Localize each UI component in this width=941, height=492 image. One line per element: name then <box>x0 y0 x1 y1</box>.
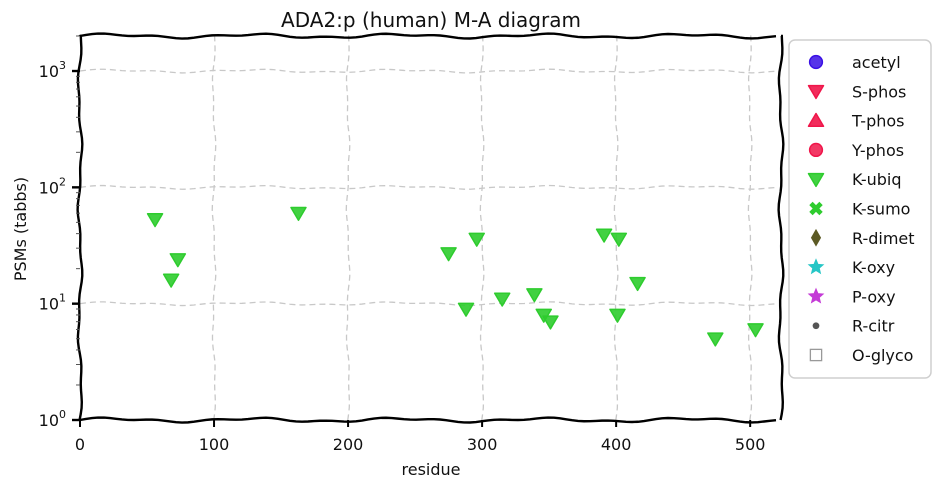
y-tick-label: 102 <box>39 175 66 197</box>
data-points <box>146 206 764 347</box>
x-tick-label: 300 <box>467 435 498 454</box>
data-point-k-ubiq <box>493 292 511 307</box>
y-tick-label: 101 <box>39 292 66 314</box>
data-point-k-ubiq <box>440 247 457 262</box>
legend-label: P-oxy <box>852 287 896 306</box>
x-tick-label: 400 <box>601 435 632 454</box>
y-gridline <box>79 301 777 307</box>
legend-label: S-phos <box>852 82 906 101</box>
y-gridline <box>79 184 777 190</box>
data-point-k-ubiq <box>162 273 180 288</box>
data-point-k-ubiq <box>457 302 475 317</box>
x-tick-label: 500 <box>735 435 766 454</box>
legend-marker-p-oxy <box>807 287 825 304</box>
data-point-k-ubiq <box>542 315 559 330</box>
data-point-k-ubiq <box>610 232 628 247</box>
legend-label: O-glyco <box>852 346 913 365</box>
axis-ticks: 0 100 200 300 400 500 100 101 102 103 <box>39 35 766 454</box>
data-point-k-ubiq <box>468 232 485 247</box>
frame-left <box>76 34 84 421</box>
frame-top <box>78 32 777 40</box>
legend-label: K-oxy <box>852 258 895 277</box>
data-point-k-ubiq <box>747 323 764 338</box>
frame-right <box>777 34 785 421</box>
x-gridline <box>613 35 619 421</box>
data-point-k-ubiq <box>595 228 613 243</box>
legend-marker-s-phos <box>807 84 825 100</box>
chart-title: ADA2:p (human) M-A diagram <box>281 8 581 32</box>
x-gridline <box>747 35 753 421</box>
legend-marker-k-sumo <box>809 201 823 216</box>
frame-bottom <box>78 416 777 424</box>
data-point-k-ubiq <box>146 213 164 228</box>
legend-marker-acetyl <box>808 54 824 70</box>
data-point-k-ubiq <box>169 253 187 268</box>
x-gridline <box>479 35 485 421</box>
x-tick-label: 100 <box>199 435 230 454</box>
plot-frame <box>76 32 785 424</box>
legend-marker-t-phos <box>807 112 825 127</box>
y-tick-label: 103 <box>39 59 66 81</box>
data-point-k-ubiq <box>629 276 646 292</box>
legend-label: K-ubiq <box>852 170 901 189</box>
x-tick-label: 0 <box>75 435 85 454</box>
legend-marker-k-oxy <box>807 258 825 275</box>
legend-marker-r-dimet <box>810 228 822 247</box>
x-gridline <box>345 35 351 421</box>
legend: acetyl S-phos T-phos Y-phos K-ubiq K-sumo R-di… <box>788 39 932 379</box>
data-point-k-ubiq <box>290 206 307 222</box>
y-tick-label: 100 <box>39 408 66 430</box>
legend-marker-k-ubiq <box>807 172 825 188</box>
x-tick-label: 200 <box>333 435 364 454</box>
legend-label: acetyl <box>852 53 901 72</box>
y-axis-label: PSMs (tabbs) <box>11 177 30 281</box>
legend-label: Y-phos <box>851 141 904 160</box>
legend-label: T-phos <box>851 112 905 131</box>
x-gridline <box>211 35 217 421</box>
legend-label: R-citr <box>852 317 895 336</box>
x-axis-label: residue <box>402 460 461 479</box>
legend-label: K-sumo <box>852 200 910 219</box>
data-point-k-ubiq <box>526 288 543 303</box>
grid-lines <box>79 35 777 421</box>
data-point-k-ubiq <box>609 308 626 323</box>
legend-label: R-dimet <box>852 229 915 248</box>
legend-box <box>788 39 932 379</box>
legend-marker-r-citr <box>812 322 820 330</box>
data-point-k-ubiq <box>707 332 724 347</box>
y-gridline <box>79 68 777 74</box>
legend-marker-o-glyco <box>809 348 823 362</box>
legend-marker-y-phos <box>808 142 824 158</box>
